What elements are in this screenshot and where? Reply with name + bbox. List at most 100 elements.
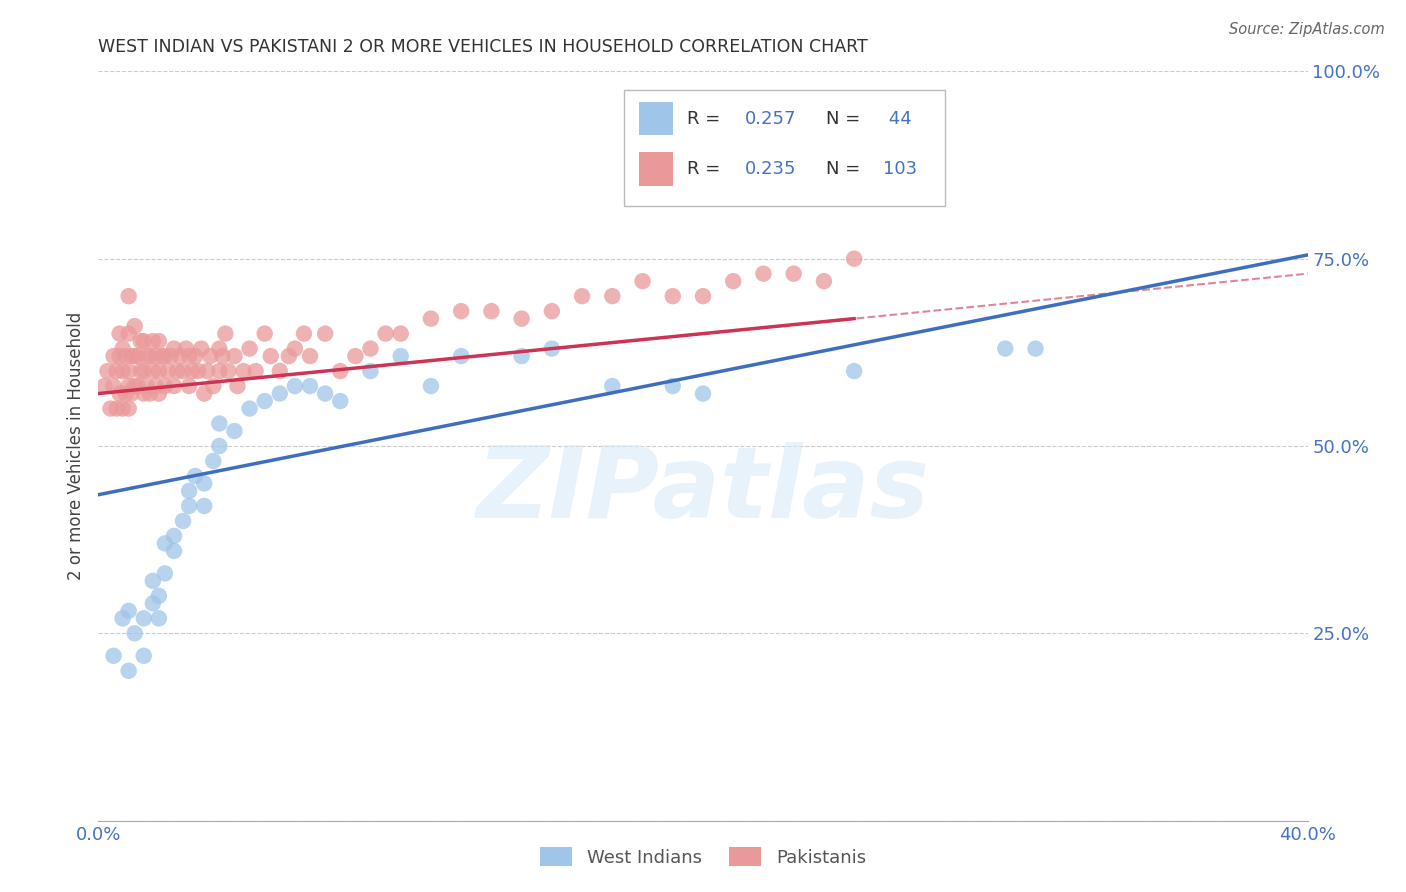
Point xyxy=(292,326,315,341)
Point xyxy=(105,401,128,416)
Point xyxy=(184,349,207,363)
Point xyxy=(108,349,131,363)
Point xyxy=(118,364,141,378)
Point xyxy=(190,342,212,356)
Point xyxy=(253,326,276,341)
Point xyxy=(540,342,562,356)
Point xyxy=(200,349,222,363)
Point xyxy=(450,349,472,363)
Point xyxy=(360,342,382,356)
Point xyxy=(193,499,215,513)
Text: ZIPatlas: ZIPatlas xyxy=(477,442,929,540)
Point xyxy=(150,349,173,363)
Point xyxy=(145,379,167,393)
Point xyxy=(692,386,714,401)
Point xyxy=(148,364,170,378)
Point xyxy=(96,364,118,378)
Point xyxy=(135,349,157,363)
Point xyxy=(844,364,866,378)
Point xyxy=(124,349,146,363)
Point xyxy=(232,364,254,378)
Point xyxy=(103,648,125,663)
Point xyxy=(132,386,155,401)
Point xyxy=(142,596,165,610)
Point xyxy=(277,349,299,363)
Point xyxy=(253,394,276,409)
Point xyxy=(148,589,170,603)
Point xyxy=(103,379,125,393)
Point xyxy=(374,326,396,341)
Point xyxy=(179,349,201,363)
Point xyxy=(174,342,197,356)
Point xyxy=(214,326,236,341)
Point xyxy=(153,566,176,581)
Point xyxy=(224,349,246,363)
Y-axis label: 2 or more Vehicles in Household: 2 or more Vehicles in Household xyxy=(67,312,86,580)
Point xyxy=(93,379,115,393)
Point xyxy=(179,499,201,513)
Point xyxy=(540,304,562,318)
Text: 0.235: 0.235 xyxy=(745,160,797,178)
Point xyxy=(129,364,152,378)
Text: 44: 44 xyxy=(883,110,912,128)
Point xyxy=(163,529,186,543)
Point xyxy=(100,401,122,416)
Point xyxy=(208,439,231,453)
Point xyxy=(145,349,167,363)
Point xyxy=(132,334,155,348)
Point xyxy=(111,342,134,356)
Point xyxy=(127,379,149,393)
Point xyxy=(844,252,866,266)
Point xyxy=(124,319,146,334)
Point xyxy=(239,342,262,356)
Point xyxy=(148,611,170,625)
Point xyxy=(108,326,131,341)
Point xyxy=(692,289,714,303)
Point xyxy=(752,267,775,281)
Point xyxy=(121,386,143,401)
Point xyxy=(172,514,194,528)
Point xyxy=(889,124,911,138)
Point xyxy=(139,386,162,401)
Point xyxy=(142,364,165,378)
Point xyxy=(118,289,141,303)
Text: WEST INDIAN VS PAKISTANI 2 OR MORE VEHICLES IN HOUSEHOLD CORRELATION CHART: WEST INDIAN VS PAKISTANI 2 OR MORE VEHIC… xyxy=(98,38,868,56)
Point xyxy=(179,379,201,393)
Point xyxy=(202,454,225,468)
Point xyxy=(239,401,262,416)
Point xyxy=(510,311,533,326)
Point xyxy=(129,334,152,348)
Text: 0.257: 0.257 xyxy=(745,110,797,128)
FancyBboxPatch shape xyxy=(624,90,945,206)
Point xyxy=(124,626,146,640)
Point xyxy=(202,379,225,393)
Point xyxy=(994,342,1017,356)
Point xyxy=(314,326,336,341)
Point xyxy=(118,664,141,678)
Point xyxy=(179,483,201,498)
Point xyxy=(153,349,176,363)
Point xyxy=(723,274,745,288)
Point xyxy=(481,304,503,318)
Point xyxy=(156,364,179,378)
Point xyxy=(260,349,283,363)
Point xyxy=(389,349,412,363)
Point xyxy=(153,379,176,393)
Point xyxy=(783,267,806,281)
Point xyxy=(631,274,654,288)
Point xyxy=(163,379,186,393)
Point xyxy=(172,364,194,378)
Point xyxy=(329,394,352,409)
Point xyxy=(118,326,141,341)
FancyBboxPatch shape xyxy=(638,152,673,186)
Point xyxy=(360,364,382,378)
Point xyxy=(108,386,131,401)
Point xyxy=(284,342,307,356)
Point xyxy=(314,386,336,401)
Point xyxy=(661,289,683,303)
Point xyxy=(135,379,157,393)
Point xyxy=(142,574,165,588)
Point xyxy=(193,386,215,401)
Point xyxy=(299,379,322,393)
Point xyxy=(111,611,134,625)
